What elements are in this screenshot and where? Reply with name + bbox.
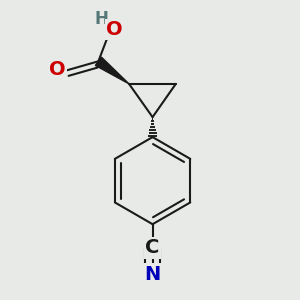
Text: O: O: [106, 20, 123, 38]
Text: C: C: [146, 238, 160, 257]
Text: H: H: [94, 11, 108, 28]
Text: O: O: [49, 60, 66, 79]
Text: N: N: [145, 265, 161, 284]
Polygon shape: [95, 57, 129, 84]
